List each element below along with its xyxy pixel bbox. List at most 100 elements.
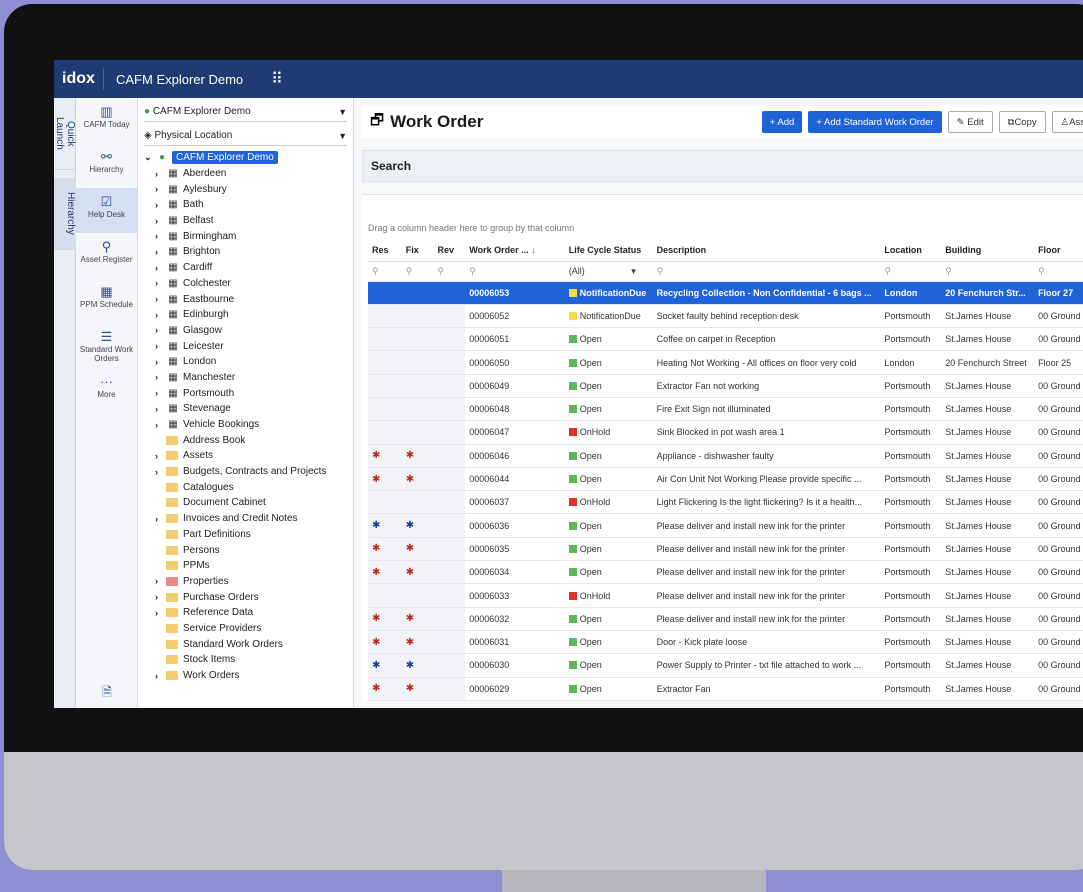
column-filter-input[interactable]: ⚲ xyxy=(880,261,942,282)
tree-node-folder[interactable]: › Properties xyxy=(144,574,347,590)
cell-res: ✱ xyxy=(368,560,402,585)
nav-item-4[interactable]: ▦ PPM Schedule xyxy=(76,278,137,323)
table-row[interactable]: ✱ ✱ 00006030 Open Power Supply to Printer - … xyxy=(368,653,1083,678)
tree-node-folder[interactable]: › Reference Data xyxy=(144,605,347,621)
column-filter-input[interactable]: ⚲ xyxy=(433,261,466,282)
tree-node-folder[interactable]: Stock Items xyxy=(144,652,347,668)
tree-node-building[interactable]: › ▦ Brighton xyxy=(144,244,347,260)
table-row[interactable]: 00006047 OnHold Sink Blocked in pot wash a… xyxy=(368,420,1083,445)
add-button[interactable]: + Add xyxy=(761,111,803,133)
assign-button[interactable]: ♙ Ass xyxy=(1051,111,1083,133)
tree-node-label: Cardiff xyxy=(183,262,213,274)
tree-node-folder[interactable]: Address Book xyxy=(144,432,347,448)
table-row[interactable]: 00006037 OnHold Light Flickering Is the li… xyxy=(368,490,1083,515)
column-header-8[interactable]: Floor xyxy=(1034,239,1083,262)
edit-button[interactable]: ✎ Edit xyxy=(947,111,993,133)
tree-root[interactable]: ⌄ ● CAFM Explorer Demo xyxy=(144,150,347,166)
column-filter-input[interactable]: ⚲ xyxy=(401,261,434,282)
table-row[interactable]: 00006052 NotificationDue Socket faulty beh… xyxy=(368,304,1083,329)
tree-node-label: Vehicle Bookings xyxy=(183,419,260,431)
tree-node-folder[interactable]: › Invoices and Credit Notes xyxy=(144,511,347,527)
column-header-6[interactable]: Location xyxy=(880,239,942,262)
table-row[interactable]: 00006050 Open Heating Not Working - All of… xyxy=(368,350,1083,375)
nav-item-2[interactable]: ☑ Help Desk xyxy=(76,188,137,233)
column-filter-input[interactable]: ⚲ xyxy=(1034,261,1083,282)
tree-node-building[interactable]: › ▦ Belfast xyxy=(144,213,347,229)
column-header-7[interactable]: Building xyxy=(941,239,1035,262)
view-dropdown[interactable]: ◈ Physical Location ▼ xyxy=(144,126,347,146)
table-row[interactable]: ✱ ✱ 00006046 Open Appliance - dishwasher fau… xyxy=(368,444,1083,468)
tree-node-building[interactable]: › ▦ Bath xyxy=(144,197,347,213)
add-standard-work-order-button[interactable]: + Add Standard Work Order xyxy=(808,111,942,133)
table-row[interactable]: ✱ ✱ 00006031 Open Door - Kick plate loose Por… xyxy=(368,630,1083,655)
column-header-1[interactable]: Fix xyxy=(401,239,434,262)
tree-node-label: Aylesbury xyxy=(183,183,227,195)
table-row[interactable]: 00006048 Open Fire Exit Sign not illuminat… xyxy=(368,397,1083,422)
tree-node-folder[interactable]: Service Providers xyxy=(144,621,347,637)
tree-node-building[interactable]: › ▦ Leicester xyxy=(144,338,347,354)
tab-quick-launch[interactable]: Quick Launch xyxy=(54,98,76,170)
chevron-right-icon: › xyxy=(155,403,158,414)
cell-bld: St.James House xyxy=(941,677,1035,701)
table-row[interactable]: ✱ ✱ 00006034 Open Please deliver and install… xyxy=(368,560,1083,585)
table-row[interactable]: ✱ ✱ 00006035 Open Please deliver and install… xyxy=(368,537,1083,562)
tree-node-folder[interactable]: › Work Orders xyxy=(144,668,347,684)
tree-node-folder[interactable]: › Purchase Orders xyxy=(144,589,347,605)
cell-res xyxy=(368,281,402,305)
person-icon: ♙ xyxy=(1060,116,1070,128)
tree-node-folder[interactable]: › Assets xyxy=(144,448,347,464)
table-row[interactable]: 00006033 OnHold Please deliver and install… xyxy=(368,583,1083,608)
cell-loc: Portsmouth xyxy=(880,444,942,468)
tab-hierarchy[interactable]: Hierarchy xyxy=(54,178,76,250)
tree-node-building[interactable]: › ▦ Aberdeen xyxy=(144,166,347,182)
tree-node-folder[interactable]: Part Definitions xyxy=(144,527,347,543)
table-row[interactable]: ✱ ✱ 00006036 Open Please deliver and install… xyxy=(368,513,1083,538)
search-panel-header[interactable]: Search xyxy=(362,150,1083,182)
nav-item-5[interactable]: ☰ Standard Work Orders xyxy=(76,323,137,368)
table-row[interactable]: 00006053 NotificationDue Recycling Collect… xyxy=(368,281,1083,305)
tree-node-building[interactable]: › ▦ Birmingham xyxy=(144,228,347,244)
bug-icon: ✱ xyxy=(405,473,415,485)
column-header-5[interactable]: Description xyxy=(652,239,881,262)
column-filter-input[interactable]: ⚲ xyxy=(465,261,565,282)
copy-button[interactable]: ⧉ Copy xyxy=(998,111,1046,133)
table-row[interactable]: ✱ ✱ 00006044 Open Air Con Unit Not Working P… xyxy=(368,467,1083,492)
nav-item-1[interactable]: ⚯ Hierarchy xyxy=(76,143,137,188)
column-filter-input[interactable]: ⚲ xyxy=(368,261,402,282)
report-icon[interactable]: 🗎 xyxy=(102,685,112,699)
tree-node-building[interactable]: › ▦ London xyxy=(144,354,347,370)
site-dropdown[interactable]: ● CAFM Explorer Demo ▼ xyxy=(144,102,347,122)
tree-node-building[interactable]: › ▦ Vehicle Bookings xyxy=(144,417,347,433)
table-row[interactable]: ✱ ✱ 00006032 Open Please deliver and install… xyxy=(368,607,1083,631)
tree-node-building[interactable]: › ▦ Manchester xyxy=(144,370,347,386)
status-filter-select[interactable]: (All) ▾ xyxy=(564,261,653,282)
column-header-0[interactable]: Res xyxy=(368,239,402,262)
tree-node-folder[interactable]: Standard Work Orders xyxy=(144,636,347,652)
column-header-4[interactable]: Life Cycle Status xyxy=(564,239,653,262)
column-header-3[interactable]: Work Order ... ↓ xyxy=(465,239,565,262)
nav-item-0[interactable]: ▥ CAFM Today xyxy=(76,98,137,143)
nav-item-3[interactable]: ⚲ Asset Register xyxy=(76,233,137,278)
column-filter-input[interactable]: ⚲ xyxy=(941,261,1035,282)
tree-node-folder[interactable]: PPMs xyxy=(144,558,347,574)
tree-node-building[interactable]: › ▦ Portsmouth xyxy=(144,385,347,401)
tree-node-building[interactable]: › ▦ Colchester xyxy=(144,276,347,292)
table-row[interactable]: 00006049 Open Extractor Fan not working Por… xyxy=(368,374,1083,398)
tree-node-building[interactable]: › ▦ Cardiff xyxy=(144,260,347,276)
tree-node-folder[interactable]: Persons xyxy=(144,542,347,558)
tree-node-building[interactable]: › ▦ Glasgow xyxy=(144,323,347,339)
column-header-2[interactable]: Rev xyxy=(433,239,466,262)
tree-node-building[interactable]: › ▦ Aylesbury xyxy=(144,181,347,197)
hierarchy-tree: ● CAFM Explorer Demo ▼ ◈ Physical Locatio… xyxy=(138,98,354,708)
table-row[interactable]: 00006051 Open Coffee on carpet in Receptio… xyxy=(368,327,1083,352)
column-filter-input[interactable]: ⚲ xyxy=(652,261,881,282)
tree-node-folder[interactable]: Document Cabinet xyxy=(144,495,347,511)
tree-node-building[interactable]: › ▦ Stevenage xyxy=(144,401,347,417)
table-row[interactable]: ✱ ✱ 00006029 Open Extractor Fan Portsmouth St.… xyxy=(368,677,1083,701)
tree-node-folder[interactable]: Catalogues xyxy=(144,479,347,495)
nav-item-6[interactable]: ··· More xyxy=(76,368,137,413)
tree-node-folder[interactable]: › Budgets, Contracts and Projects xyxy=(144,464,347,480)
app-grid-icon[interactable]: ⠿ xyxy=(271,71,284,88)
tree-node-building[interactable]: › ▦ Eastbourne xyxy=(144,291,347,307)
tree-node-building[interactable]: › ▦ Edinburgh xyxy=(144,307,347,323)
